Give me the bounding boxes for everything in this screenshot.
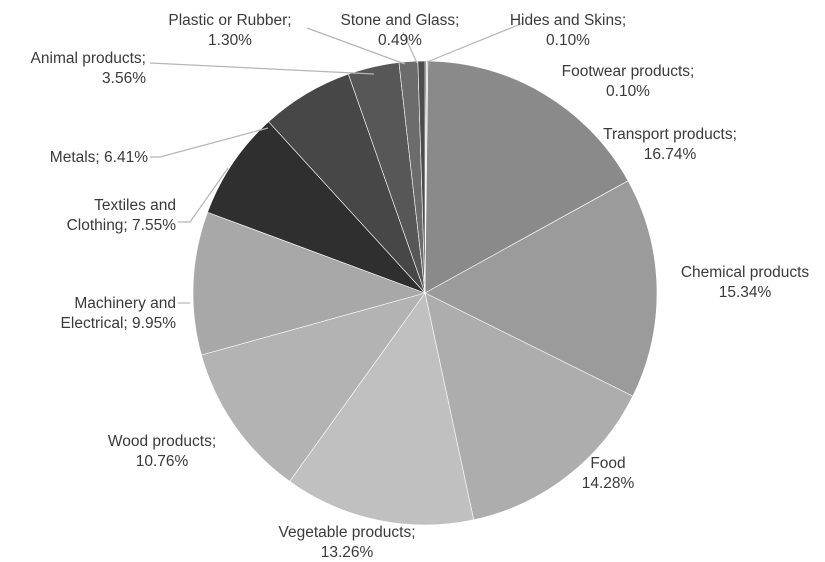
pie-slice-stone-and-glass	[417, 60, 426, 294]
leader-line-animal-products	[149, 62, 375, 75]
slice-label-footwear-products: Footwear products; 0.10%	[562, 63, 695, 100]
slice-label-plastic-or-rubber: Plastic or Rubber; 1.30%	[168, 12, 291, 49]
pie-slice-food	[424, 292, 634, 521]
leader-line-plastic-or-rubber	[306, 27, 406, 65]
pie-slice-vegetable-products	[289, 292, 475, 526]
pie-slice-wood-products	[201, 292, 426, 482]
slice-labels: Hides and Skins; 0.10% Footwear products; 0…	[31, 12, 810, 561]
leader-line-hides-and-skins	[426, 22, 524, 63]
pie-slice-chemical-products	[424, 180, 658, 397]
slice-label-animal-products: Animal products; 3.56%	[31, 50, 147, 87]
slice-label-textiles-and-clothing: Textiles and Clothing; 7.55%	[67, 197, 177, 234]
pie-slices	[192, 60, 658, 526]
leader-line-textiles-and-clothing	[178, 167, 229, 223]
slice-label-stone-and-glass: Stone and Glass; 0.49%	[341, 12, 460, 49]
pie-slice-textiles-and-clothing	[207, 121, 426, 294]
slice-label-vegetable-products: Vegetable products; 13.26%	[278, 524, 415, 561]
leader-lines	[149, 22, 524, 304]
slice-label-food: Food 14.28%	[582, 455, 635, 492]
leader-line-metals	[150, 127, 269, 158]
slice-label-chemical-products: Chemical products 15.34%	[681, 264, 810, 301]
slice-label-machinery-and-electrical: Machinery and Electrical; 9.95%	[61, 295, 177, 332]
slice-label-metals: Metals; 6.41%	[50, 149, 148, 166]
pie-slice-transport-products	[424, 60, 629, 294]
slice-label-wood-products: Wood products; 10.76%	[108, 433, 216, 470]
slice-label-transport-products: Transport products; 16.74%	[603, 126, 737, 163]
leader-line-stone-and-glass	[402, 31, 418, 64]
pie-slice-machinery-and-electrical	[192, 211, 426, 356]
slice-label-hides-and-skins: Hides and Skins; 0.10%	[510, 12, 626, 49]
